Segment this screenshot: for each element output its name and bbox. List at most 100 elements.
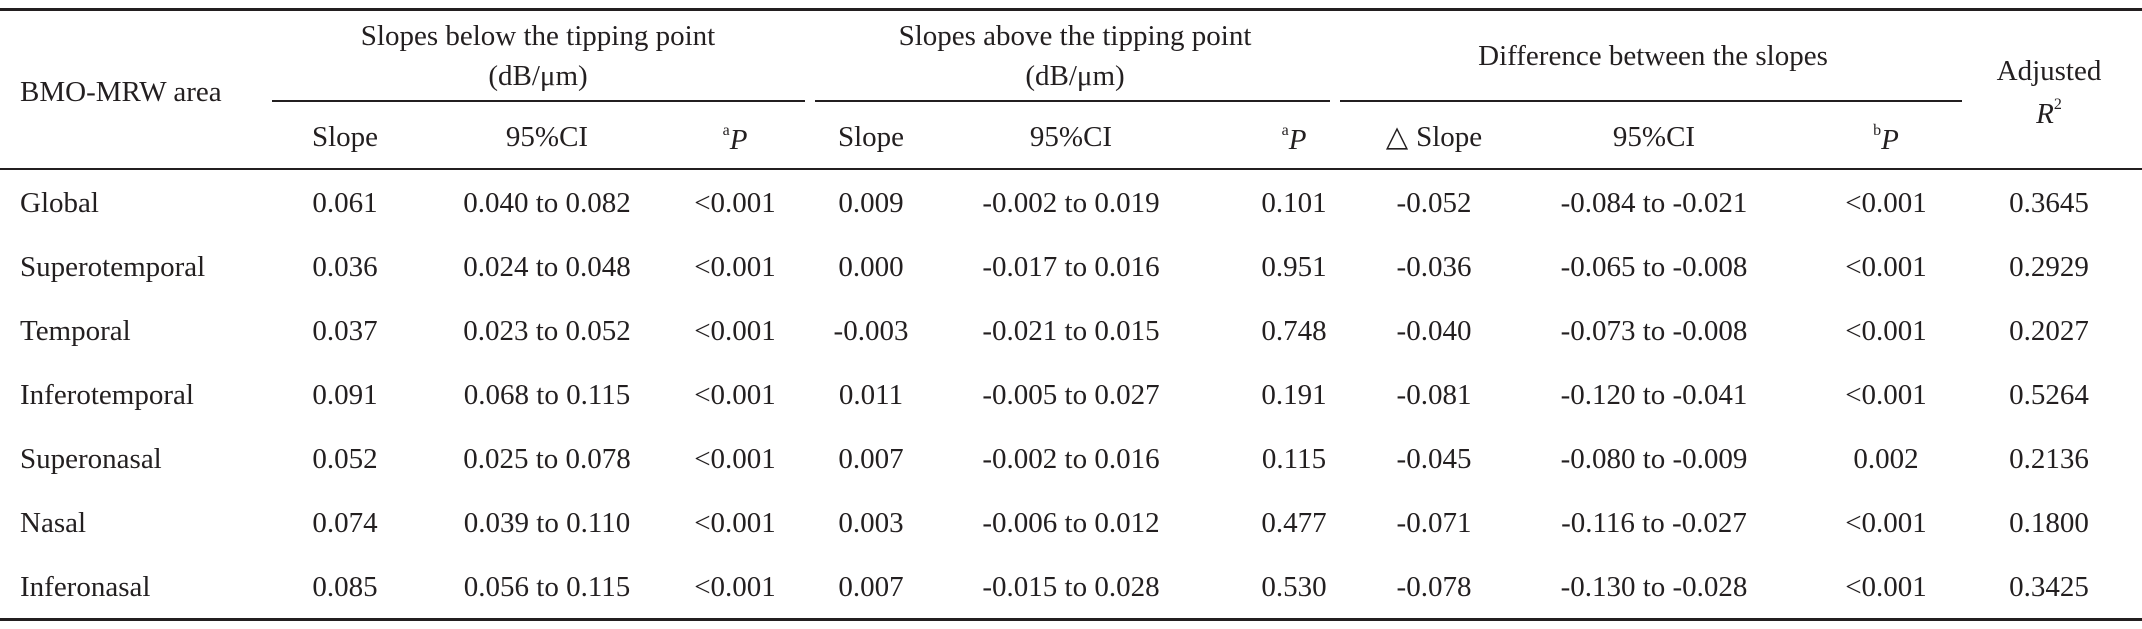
subheader-4: 95%CI <box>1030 123 1112 152</box>
table-cell: 0.023 to 0.052 <box>463 315 631 347</box>
table-cell: 0.002 <box>1853 443 1919 475</box>
table-cell: <0.001 <box>694 315 776 347</box>
group-rule-above <box>815 100 1330 102</box>
table-cell: 0.530 <box>1261 571 1327 603</box>
table-cell: -0.130 to -0.028 <box>1560 571 1748 603</box>
table-cell: -0.071 <box>1396 507 1472 539</box>
subheader-label: 95%CI <box>505 121 589 153</box>
row-label: Temporal <box>20 315 131 347</box>
row-label: Inferonasal <box>20 571 151 603</box>
table-cell: <0.001 <box>694 507 776 539</box>
table-cell: 0.191 <box>1261 379 1327 411</box>
table-cell: -0.081 <box>1396 379 1472 411</box>
table-cell: -0.065 to -0.008 <box>1560 251 1748 283</box>
table-cell: 0.2027 <box>2009 315 2089 347</box>
table-cell: 0.037 <box>312 315 378 347</box>
table-cell: -0.015 to 0.028 <box>982 571 1160 603</box>
stub-header: BMO-MRW area <box>20 76 222 108</box>
table-cell: 0.1800 <box>2009 507 2089 539</box>
bottom-rule <box>0 618 2142 621</box>
table-cell: 0.085 <box>312 571 378 603</box>
table-cell: 0.3645 <box>2009 187 2089 219</box>
table-cell: -0.040 <box>1396 315 1472 347</box>
group-above-title: Slopes above the tipping point <box>898 20 1252 52</box>
table-cell: 0.039 to 0.110 <box>463 507 631 539</box>
row-label: Superotemporal <box>20 251 206 283</box>
table-cell: 0.003 <box>838 507 904 539</box>
table-cell: 0.068 to 0.115 <box>463 379 631 411</box>
adjusted-r2-header-line2: R2 <box>2036 97 2062 129</box>
table-cell: -0.002 to 0.019 <box>982 187 1160 219</box>
table-cell: -0.002 to 0.016 <box>982 443 1160 475</box>
table-cell: -0.005 to 0.027 <box>982 379 1160 411</box>
table-cell: <0.001 <box>694 251 776 283</box>
table-cell: 0.091 <box>312 379 378 411</box>
subheader-0: Slope <box>312 123 378 152</box>
table-cell: 0.951 <box>1261 251 1327 283</box>
footnote-marker: b <box>1873 122 1882 139</box>
table-cell: -0.003 <box>833 315 909 347</box>
subheader-7: 95%CI <box>1613 123 1695 152</box>
table-cell: <0.001 <box>1845 379 1927 411</box>
table-cell: -0.021 to 0.015 <box>982 315 1160 347</box>
group-below-title: Slopes below the tipping point <box>360 20 716 52</box>
table-cell: <0.001 <box>694 187 776 219</box>
table-cell: 0.007 <box>838 571 904 603</box>
table-cell: <0.001 <box>1845 187 1927 219</box>
subheader-1: 95%CI <box>506 123 588 152</box>
r-superscript: 2 <box>2053 96 2062 113</box>
subheader-label: P <box>729 124 748 156</box>
triangle-delta-icon: △ <box>1385 121 1409 153</box>
table-cell: 0.052 <box>312 443 378 475</box>
footnote-marker: a <box>722 122 730 139</box>
table-cell: -0.052 <box>1396 187 1472 219</box>
subheader-label: Slope <box>1416 121 1483 153</box>
row-label: Nasal <box>20 507 87 539</box>
subheader-3: Slope <box>838 123 904 152</box>
table-cell: 0.3425 <box>2009 571 2089 603</box>
group-below-unit: (dB/μm) <box>488 60 588 92</box>
table-cell: <0.001 <box>1845 507 1927 539</box>
table-cell: 0.056 to 0.115 <box>463 571 631 603</box>
table-cell: 0.115 <box>1261 443 1327 475</box>
table-cell: 0.024 to 0.048 <box>463 251 631 283</box>
table-cell: 0.2136 <box>2009 443 2089 475</box>
r-symbol: R <box>2036 98 2054 130</box>
table-cell: 0.040 to 0.082 <box>463 187 631 219</box>
table-cell: 0.036 <box>312 251 378 283</box>
subheader-label: 95%CI <box>1612 121 1696 153</box>
table-cell: 0.5264 <box>2009 379 2089 411</box>
table-cell: 0.009 <box>838 187 904 219</box>
table-cell: -0.116 to -0.027 <box>1561 507 1747 539</box>
table-cell: -0.006 to 0.012 <box>982 507 1160 539</box>
group-above-unit: (dB/μm) <box>1025 60 1125 92</box>
subheader-8: bP <box>1873 123 1899 155</box>
subheader-label: Slope <box>311 121 379 153</box>
table-cell: <0.001 <box>694 571 776 603</box>
table-cell: -0.045 <box>1396 443 1472 475</box>
top-rule <box>0 8 2142 11</box>
subheader-label: P <box>1288 124 1307 156</box>
footnote-marker: a <box>1281 122 1289 139</box>
row-label: Superonasal <box>20 443 162 475</box>
table-cell: 0.2929 <box>2009 251 2089 283</box>
table-cell: 0.061 <box>312 187 378 219</box>
table-cell: 0.477 <box>1261 507 1327 539</box>
subheader-label: Slope <box>837 121 905 153</box>
group-difference-title: Difference between the slopes <box>1478 40 1828 72</box>
table-cell: -0.120 to -0.041 <box>1560 379 1748 411</box>
row-label: Inferotemporal <box>20 379 194 411</box>
table-cell: 0.101 <box>1261 187 1327 219</box>
table-cell: -0.073 to -0.008 <box>1560 315 1748 347</box>
table-cell: <0.001 <box>694 443 776 475</box>
table-cell: 0.007 <box>838 443 904 475</box>
table-cell: -0.036 <box>1396 251 1472 283</box>
table-cell: 0.074 <box>312 507 378 539</box>
table-cell: <0.001 <box>1845 571 1927 603</box>
subheader-2: aP <box>723 123 748 155</box>
table-cell: -0.084 to -0.021 <box>1560 187 1748 219</box>
header-rule <box>0 168 2142 170</box>
table-cell: 0.000 <box>838 251 904 283</box>
table-cell: <0.001 <box>1845 315 1927 347</box>
